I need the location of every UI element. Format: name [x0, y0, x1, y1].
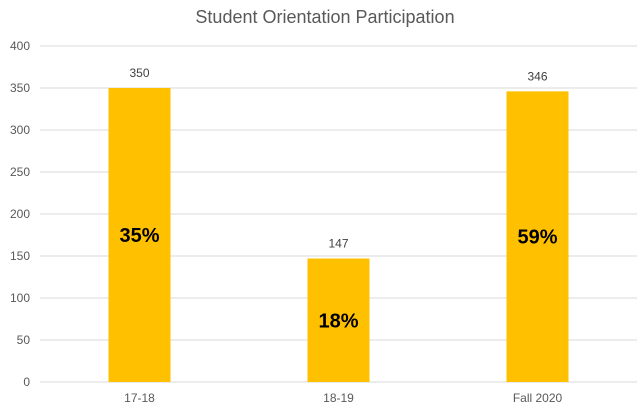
- y-tick-label-150: 150: [10, 249, 30, 263]
- y-tick-label-50: 50: [17, 333, 31, 347]
- data-labels: 350 35% 147 18% 346 59%: [119, 66, 557, 332]
- y-tick-label-250: 250: [10, 165, 30, 179]
- chart-title: Student Orientation Participation: [195, 7, 454, 27]
- bar-Fall 2020: [506, 91, 569, 383]
- x-tick-label-17-18: 17-18: [124, 391, 155, 405]
- x-axis-tick-labels: 17-18 18-19 Fall 2020: [124, 391, 562, 405]
- percent-label-Fall 2020: 59%: [517, 227, 557, 249]
- y-axis-tick-labels: 0 50 100 150 200 250 300 350 400: [10, 39, 30, 389]
- bar-18-19: [307, 258, 370, 382]
- bars: [108, 88, 569, 383]
- y-tick-label-200: 200: [10, 207, 30, 221]
- x-tick-label-18-19: 18-19: [323, 391, 354, 405]
- x-tick-label-Fall 2020: Fall 2020: [513, 391, 563, 405]
- value-label-17-18: 350: [129, 66, 149, 80]
- value-label-Fall 2020: 346: [527, 69, 547, 83]
- percent-label-18-19: 18%: [318, 310, 358, 332]
- bar-17-18: [108, 88, 171, 382]
- y-tick-label-0: 0: [23, 375, 30, 389]
- y-tick-label-400: 400: [10, 39, 30, 53]
- y-tick-label-100: 100: [10, 291, 30, 305]
- value-label-18-19: 147: [328, 237, 348, 251]
- y-tick-label-300: 300: [10, 123, 30, 137]
- percent-label-17-18: 35%: [119, 225, 159, 247]
- y-tick-label-350: 350: [10, 81, 30, 95]
